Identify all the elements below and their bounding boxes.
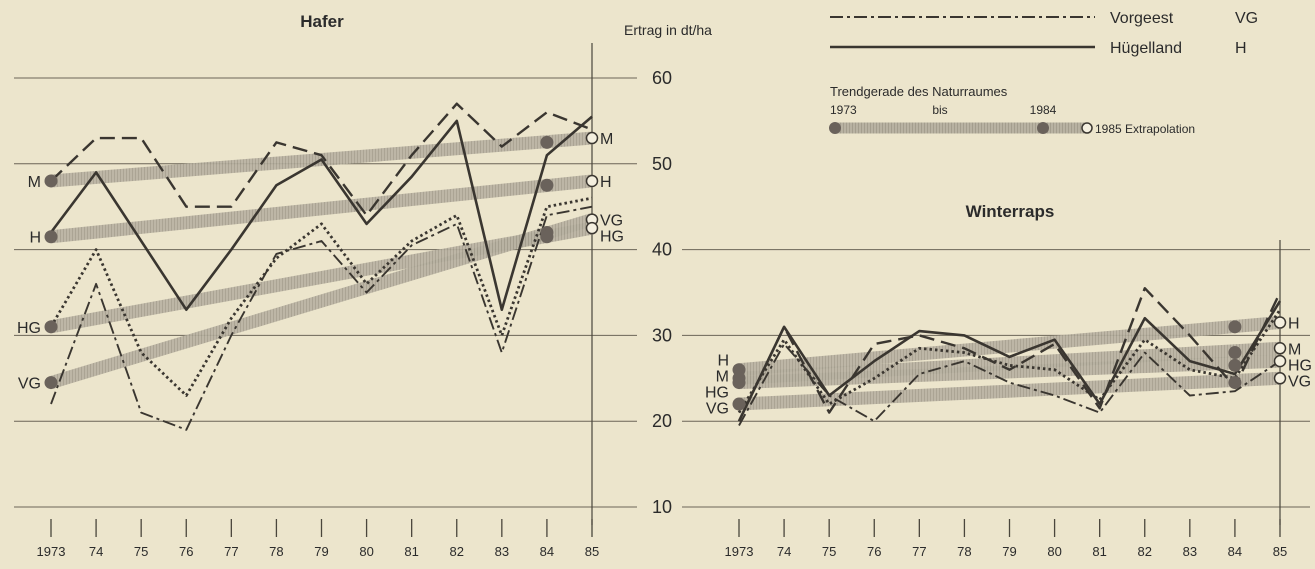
x-tick-label: 81 — [404, 544, 418, 559]
legend-trend-end-dot — [1037, 122, 1049, 134]
trend-band-h — [50, 174, 593, 244]
legend-trend-mid: bis — [932, 103, 947, 117]
trend-end-label-hg: HG — [600, 229, 624, 246]
x-tick-label: 75 — [134, 544, 148, 559]
trend-1985-point-h — [585, 174, 599, 188]
legend-label-h: Hügelland — [1110, 40, 1182, 57]
legend-label-vg: Vorgeest — [1110, 10, 1174, 27]
x-tick-label: 80 — [359, 544, 373, 559]
trend-start-label-m: M — [716, 369, 729, 386]
trend-end-label-m: M — [600, 131, 613, 148]
trend-1984-point-h — [1228, 320, 1242, 334]
chart-title-winterraps: Winterraps — [966, 202, 1055, 221]
trend-start-point-vg — [732, 397, 746, 411]
trend-start-label-h: H — [717, 353, 729, 370]
x-tick-label: 1973 — [37, 544, 66, 559]
series-line-h — [49, 115, 593, 312]
trend-band-hg — [738, 354, 1281, 390]
trend-start-point-h — [44, 230, 58, 244]
trend-end-label-vg: VG — [1288, 373, 1311, 390]
trend-start-point-hg — [44, 320, 58, 334]
trend-1985-point-h — [1273, 316, 1287, 329]
x-tick-label: 84 — [1228, 544, 1242, 559]
trend-start-label-m: M — [28, 174, 41, 191]
x-tick-label: 76 — [867, 544, 881, 559]
x-tick-label: 77 — [912, 544, 926, 559]
x-tick-label: 74 — [777, 544, 791, 559]
trend-start-point-hg — [732, 376, 746, 390]
trend-start-label-vg: VG — [18, 376, 41, 393]
x-tick-label: 84 — [540, 544, 554, 559]
trend-1985-point-vg — [1273, 372, 1287, 385]
x-tick-label: 80 — [1047, 544, 1061, 559]
x-tick-label: 77 — [224, 544, 238, 559]
x-tick-label: 85 — [1273, 544, 1287, 559]
trend-1984-point-hg — [540, 230, 554, 244]
series-line-vg — [738, 343, 1281, 426]
x-tick-label: 79 — [1002, 544, 1016, 559]
x-tick-label: 83 — [1183, 544, 1197, 559]
x-tick-label: 75 — [822, 544, 836, 559]
legend-trend-start-dot — [829, 122, 841, 134]
trend-start-label-vg: VG — [706, 401, 729, 418]
trend-start-point-vg — [44, 376, 58, 390]
legend-trend-open-dot — [1081, 122, 1093, 134]
x-tick-label: 79 — [314, 544, 328, 559]
trend-start-label-hg: HG — [17, 320, 41, 337]
y-axis-label: Ertrag in dt/ha — [624, 22, 712, 38]
trend-end-label-h: H — [600, 174, 612, 191]
x-tick-label: 76 — [179, 544, 193, 559]
trend-start-point-m — [44, 174, 58, 188]
legend-abbr-vg: VG — [1235, 10, 1258, 27]
trend-end-label-vg: VG — [600, 213, 623, 230]
trend-1985-point-m — [1273, 342, 1287, 355]
trend-band-hg — [49, 221, 594, 334]
trend-1985-point-hg — [585, 221, 599, 235]
trend-1984-point-hg — [1228, 358, 1242, 372]
trend-1984-point-h — [540, 178, 554, 192]
x-tick-label: 82 — [450, 544, 464, 559]
trend-band-h — [738, 316, 1281, 377]
y-tick-label: 30 — [652, 325, 672, 345]
chart-title-hafer: Hafer — [300, 12, 344, 31]
trend-1985-point-m — [585, 131, 599, 145]
legend-trend-extrapolation: 1985 Extrapolation — [1095, 122, 1195, 136]
y-tick-label: 10 — [652, 497, 672, 517]
trend-1985-point-hg — [1273, 354, 1287, 368]
legend-abbr-h: H — [1235, 40, 1247, 57]
legend-trend-title: Trendgerade des Naturraumes — [830, 84, 1008, 99]
y-tick-label: 60 — [652, 68, 672, 88]
trend-end-label-m: M — [1288, 341, 1301, 358]
trend-start-label-h: H — [29, 230, 41, 247]
series-line-m — [50, 102, 593, 217]
y-tick-label: 20 — [652, 411, 672, 431]
series-line-vg — [50, 205, 593, 431]
x-tick-label: 82 — [1138, 544, 1152, 559]
series-line-m — [737, 287, 1282, 422]
trend-end-label-hg: HG — [1288, 357, 1312, 374]
legend-trend-end: 1984 — [1030, 103, 1057, 117]
x-tick-label: 78 — [957, 544, 971, 559]
trend-band-vg — [738, 371, 1281, 411]
trend-1984-point-m — [540, 135, 554, 149]
trend-1984-point-m — [1228, 346, 1242, 360]
x-tick-label: 83 — [495, 544, 509, 559]
x-tick-label: 81 — [1092, 544, 1106, 559]
x-tick-label: 85 — [585, 544, 599, 559]
trend-end-label-h: H — [1288, 316, 1300, 333]
trend-start-label-hg: HG — [705, 385, 729, 402]
y-tick-label: 40 — [652, 240, 672, 260]
x-tick-label: 74 — [89, 544, 103, 559]
legend-trend-start: 1973 — [830, 103, 857, 117]
y-tick-label: 50 — [652, 154, 672, 174]
trend-1984-point-vg — [1228, 376, 1242, 390]
x-tick-label: 1973 — [725, 544, 754, 559]
x-tick-label: 78 — [269, 544, 283, 559]
series-line-hg — [49, 196, 593, 397]
